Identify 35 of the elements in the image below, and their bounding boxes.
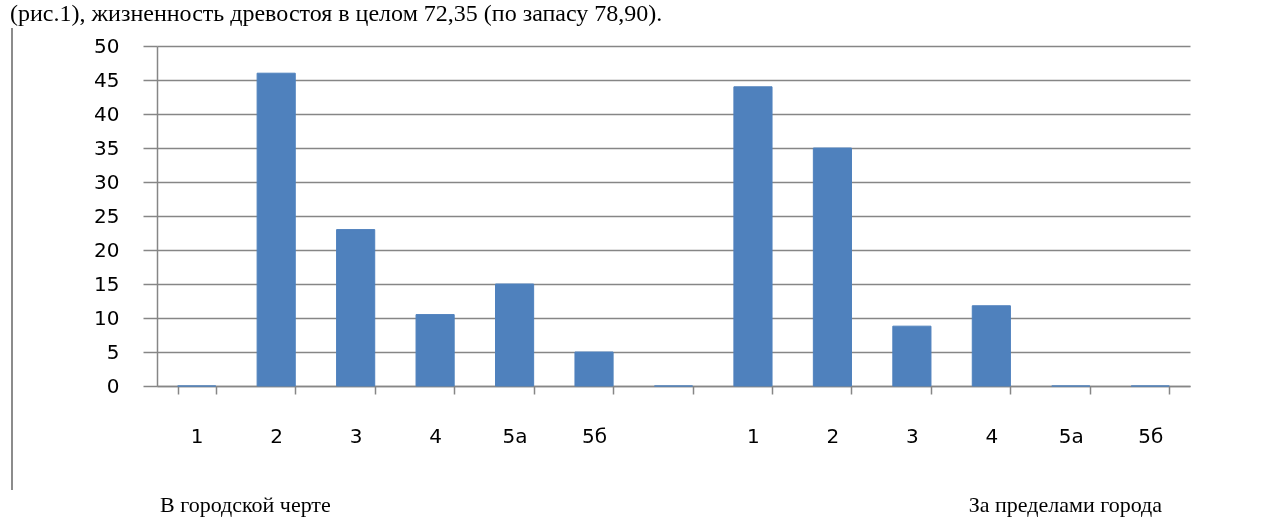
bar	[415, 314, 455, 387]
y-tick-label: 30	[94, 169, 120, 194]
x-tick-label: 5а	[502, 423, 528, 448]
x-tick-label: 3	[906, 423, 919, 448]
text: За пределами города	[968, 492, 1162, 518]
x-tick-label: 2	[270, 423, 284, 448]
y-tick-label: 40	[94, 101, 120, 126]
y-tick-label: 0	[106, 373, 120, 398]
y-tick-label: 25	[94, 203, 120, 228]
x-tick-label: 2	[826, 423, 840, 448]
x-tick-label: 4	[985, 423, 999, 448]
y-tick-label: 35	[94, 135, 120, 160]
bar	[971, 305, 1011, 387]
bar	[256, 72, 296, 387]
x-tick-label: 1	[190, 423, 204, 448]
bar	[733, 86, 773, 387]
bar	[336, 229, 376, 387]
text: В городской черте	[160, 492, 331, 518]
y-tick-label: 50	[94, 33, 120, 58]
y-tick-label: 20	[94, 237, 120, 262]
x-tick-label: 3	[349, 423, 363, 448]
y-tick-label: 10	[94, 305, 120, 330]
y-tick-label: 15	[94, 271, 120, 296]
bar	[574, 351, 614, 387]
x-tick-label: 5б	[1138, 423, 1164, 448]
x-tick-label: 5б	[582, 423, 608, 448]
text: (рис.1), жизненность древостоя в целом 72,35 (по запасу 78,90).	[10, 0, 663, 26]
x-tick-label: 5а	[1058, 423, 1084, 448]
bar	[495, 283, 535, 387]
x-tick-label: 4	[429, 423, 442, 448]
y-tick-label: 5	[106, 339, 120, 364]
bar	[892, 325, 932, 387]
x-tick-label: 1	[747, 423, 760, 448]
y-tick-label: 45	[94, 67, 120, 92]
bar	[812, 147, 852, 387]
